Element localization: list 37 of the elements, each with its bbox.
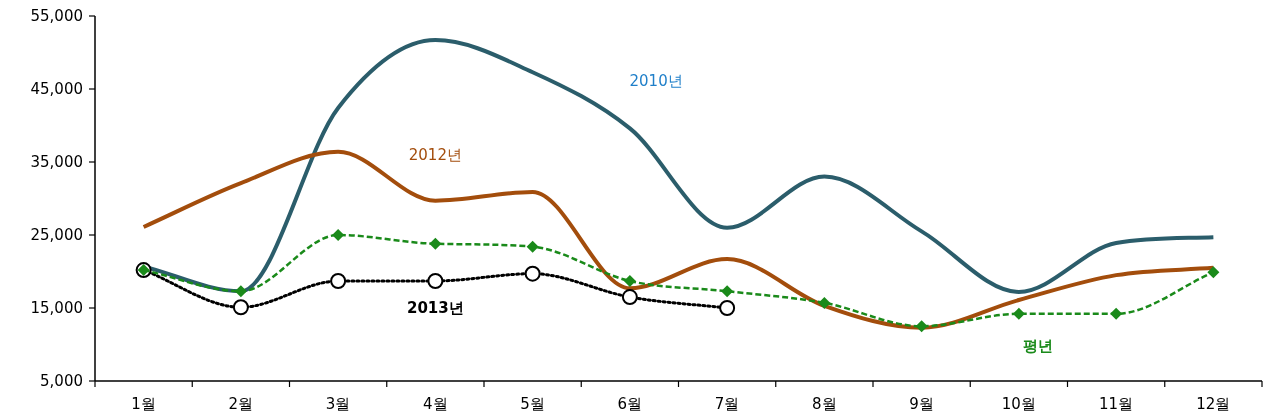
x-tick-label: 12월 bbox=[1196, 395, 1231, 412]
y-tick-label: 15,000 bbox=[30, 299, 83, 317]
series-label: 2013년 bbox=[407, 298, 464, 317]
y-tick-label: 5,000 bbox=[40, 372, 83, 390]
point bbox=[232, 299, 249, 316]
point bbox=[721, 285, 734, 298]
x-tick-label: 10월 bbox=[1001, 395, 1036, 412]
y-tick-label: 55,000 bbox=[30, 7, 83, 25]
point bbox=[524, 265, 541, 282]
x-tick-label: 7월 bbox=[714, 395, 740, 412]
point bbox=[915, 320, 928, 333]
series-label: 평년 bbox=[1023, 336, 1054, 355]
point bbox=[818, 296, 831, 309]
x-tick-label: 8월 bbox=[812, 395, 837, 412]
x-tick-label: 11월 bbox=[1099, 395, 1134, 412]
x-tick-label: 9월 bbox=[909, 395, 934, 412]
point bbox=[1207, 266, 1220, 279]
y-tick-label: 45,000 bbox=[30, 80, 83, 98]
series-label: 2012년 bbox=[408, 146, 462, 165]
point bbox=[330, 272, 347, 289]
x-tick-label: 5월 bbox=[520, 395, 545, 412]
x-tick-label: 3월 bbox=[325, 395, 351, 412]
point bbox=[429, 237, 442, 250]
point bbox=[623, 274, 636, 287]
point bbox=[427, 272, 444, 289]
x-tick-label: 4월 bbox=[423, 395, 448, 412]
x-tick-label: 2월 bbox=[228, 395, 254, 412]
point bbox=[526, 240, 539, 253]
point bbox=[1012, 307, 1025, 320]
y-tick-label: 35,000 bbox=[30, 153, 83, 171]
y-tick-label: 25,000 bbox=[30, 226, 83, 244]
x-tick-label: 1월 bbox=[131, 395, 156, 412]
text: 2010년 bbox=[629, 71, 683, 90]
point bbox=[1110, 307, 1123, 320]
x-tick-label: 6월 bbox=[617, 395, 643, 412]
point bbox=[621, 289, 638, 306]
point bbox=[719, 300, 736, 316]
